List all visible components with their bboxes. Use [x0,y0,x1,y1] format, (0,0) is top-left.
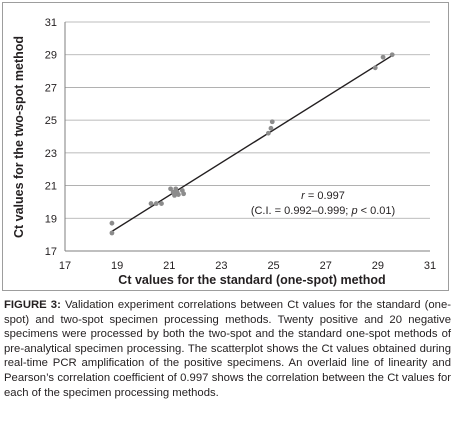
data-point-14 [265,130,271,136]
caption-label: FIGURE 3: [4,299,61,311]
y-tick-label-27: 27 [45,82,57,94]
y-tick-label-23: 23 [45,148,57,160]
tick-labels: 17 19 21 23 25 27 29 31 17 19 21 23 25 27 29 31 [45,17,436,272]
data-point-11 [176,192,181,197]
grid-lines [65,21,430,219]
x-tick-label-25: 25 [267,260,279,272]
correlation-r: r = 0.997 [301,190,345,202]
x-axis-title: Ct values for the standard (one-spot) me… [118,273,385,287]
data-point-1 [109,220,115,226]
y-tick-label-25: 25 [45,115,57,127]
data-point-2 [109,230,115,236]
y-tick-label-31: 31 [45,17,57,29]
x-tick-label-19: 19 [111,260,123,272]
data-point-15 [268,125,274,131]
data-point-19 [389,52,395,58]
data-point-4 [153,201,159,206]
y-axis-title: Ct values for the two-spot method [12,36,26,238]
confidence-interval: (C.I. = 0.992–0.999; p < 0.01) [251,205,395,217]
p-symbol: p [350,205,357,217]
scatter-plot: 17 19 21 23 25 27 29 31 17 19 21 23 25 27 29 31 r = 0.9… [12,17,436,287]
data-point-16 [269,119,275,125]
caption-text: Validation experiment correlations betwe… [4,299,451,399]
data-point-3 [148,201,154,206]
data-point-17 [372,65,378,71]
r-symbol: r [301,190,306,202]
x-tick-label-17: 17 [59,260,71,272]
data-points [109,52,395,236]
y-tick-label-21: 21 [45,181,57,193]
y-tick-label-17: 17 [45,246,57,258]
r-value: = 0.997 [305,190,345,202]
data-point-18 [380,54,386,60]
data-point-8 [172,192,177,198]
data-point-13 [181,191,187,197]
axes [64,22,430,252]
x-tick-label-23: 23 [215,260,227,272]
x-tick-label-31: 31 [424,260,436,272]
x-tick-label-27: 27 [320,260,332,272]
x-tick-label-29: 29 [372,260,384,272]
y-tick-label-19: 19 [45,213,57,225]
fit-line-layer [111,54,394,232]
linearity-line [111,54,394,232]
ci-prefix: (C.I. = 0.992–0.999; [251,205,352,217]
ci-suffix: < 0.01) [358,205,396,217]
figure-caption: FIGURE 3: Validation experiment correlat… [4,298,451,400]
data-point-6 [168,186,173,192]
data-point-5 [159,201,164,206]
y-tick-label-29: 29 [45,50,57,62]
chart-frame: 17 19 21 23 25 27 29 31 17 19 21 23 25 27 29 31 r = 0.9… [2,2,449,291]
x-tick-label-21: 21 [163,260,175,272]
